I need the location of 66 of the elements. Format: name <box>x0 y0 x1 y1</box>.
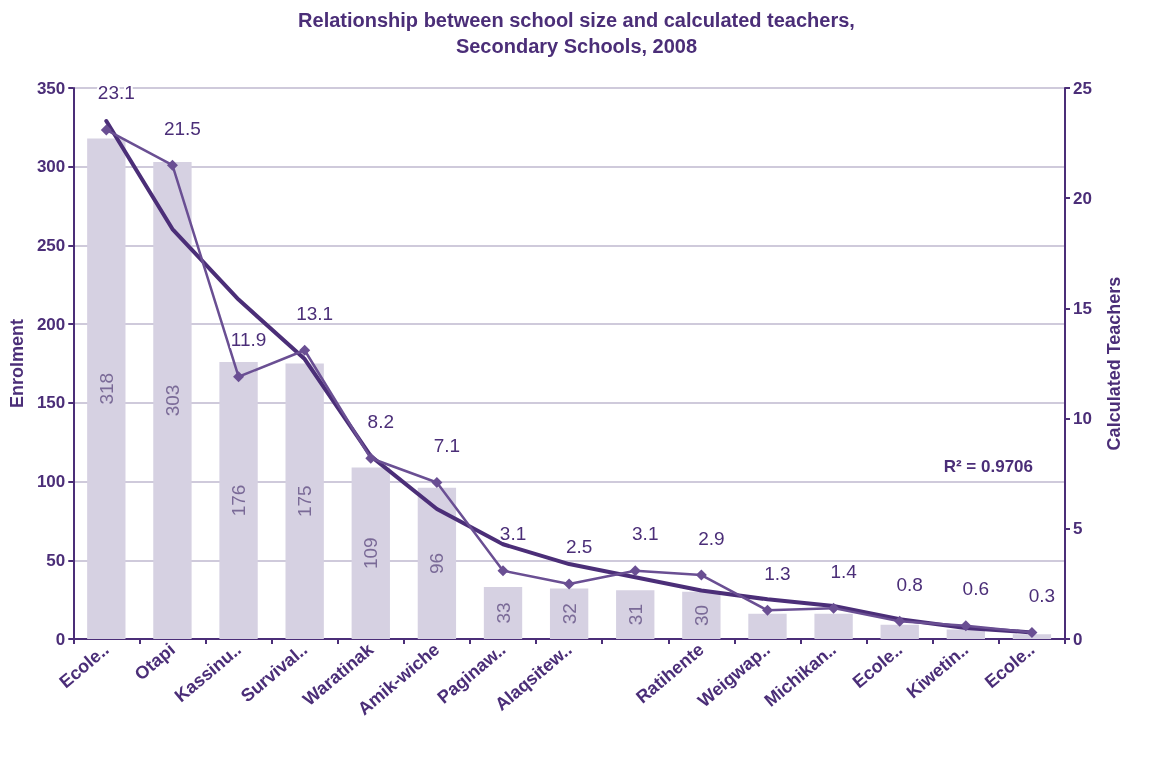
annotation: R² = 0.9706 <box>943 457 1033 476</box>
y-tick-label: 100 <box>36 472 66 492</box>
bar <box>1012 634 1052 639</box>
point <box>365 452 377 464</box>
y2-tick-label: 15 <box>1073 298 1092 318</box>
data-label: 175 <box>294 485 316 518</box>
y-tick-label: 200 <box>36 314 66 334</box>
y2-tick-label: 0 <box>1073 629 1083 649</box>
data-label: 318 <box>95 372 117 405</box>
data-label: 96 <box>426 552 448 574</box>
y2-axis-title: Calculated Teachers <box>1104 276 1124 451</box>
data-label: 31 <box>624 604 646 626</box>
data-label: 13.1 <box>296 302 334 324</box>
data-label: 21.5 <box>163 117 201 139</box>
point <box>629 565 641 577</box>
data-label: 30 <box>690 604 712 626</box>
point <box>960 620 972 632</box>
bar <box>748 613 787 639</box>
data-label: 0.8 <box>896 573 923 595</box>
data-label: 33 <box>492 602 514 624</box>
data-label: 11.9 <box>230 329 267 351</box>
point <box>1026 626 1038 638</box>
bar <box>880 624 919 639</box>
point <box>233 371 245 383</box>
data-label: 3.1 <box>632 523 659 545</box>
bar <box>483 587 523 639</box>
point <box>497 565 509 577</box>
point <box>299 344 311 356</box>
data-label: 0.3 <box>1028 584 1056 606</box>
data-label: 0.6 <box>962 578 990 600</box>
point <box>828 602 840 614</box>
data-label: 23.1 <box>97 82 135 104</box>
y-tick-label: 250 <box>36 235 66 255</box>
data-label: 32 <box>558 603 580 625</box>
bar <box>616 590 655 639</box>
point <box>100 124 112 136</box>
data-label: 303 <box>161 384 183 417</box>
y-tick-label: 350 <box>36 78 66 98</box>
y2-tick-label: 25 <box>1073 78 1092 98</box>
data-label: 7.1 <box>433 435 461 457</box>
data-label: 176 <box>228 484 250 517</box>
y-tick-label: 0 <box>55 629 66 649</box>
data-label: 2.5 <box>565 536 593 558</box>
bar <box>814 613 853 639</box>
data-label: 1.4 <box>830 560 858 582</box>
y-tick-label: 150 <box>36 393 66 413</box>
data-label: 109 <box>360 537 382 570</box>
bar <box>946 629 985 639</box>
point <box>761 604 773 616</box>
point <box>695 569 707 581</box>
data-label: 3.1 <box>499 523 527 545</box>
data-label: 8.2 <box>367 410 394 432</box>
data-label: 1.3 <box>764 562 791 584</box>
y-tick-label: 300 <box>36 157 66 177</box>
y-tick-label: 50 <box>46 550 66 570</box>
y2-tick-label: 10 <box>1073 409 1092 429</box>
point <box>563 578 575 590</box>
y2-tick-label: 20 <box>1073 188 1092 208</box>
y-axis-title: Enrolment <box>7 318 27 409</box>
data-label: 2.9 <box>698 527 725 549</box>
y2-tick-label: 5 <box>1073 519 1083 539</box>
bar <box>682 591 721 639</box>
point <box>431 477 443 489</box>
bar <box>549 588 589 639</box>
chart-title: Relationship between school size and calculated teachers, Secondary Schools, 2008 <box>298 9 855 57</box>
point <box>166 159 178 171</box>
